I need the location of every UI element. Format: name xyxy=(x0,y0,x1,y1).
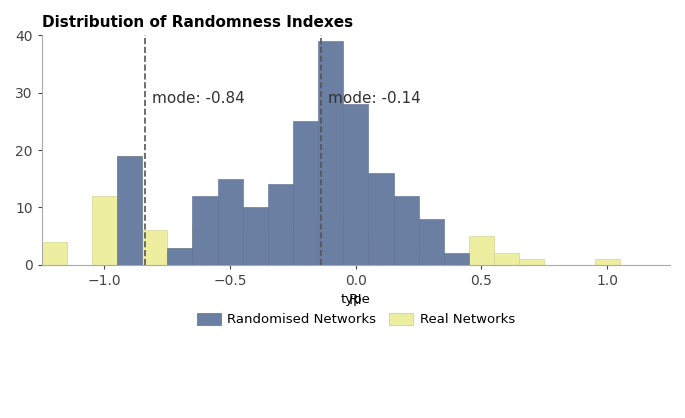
Bar xyxy=(268,184,293,265)
Bar xyxy=(343,236,369,265)
Text: mode: -0.14: mode: -0.14 xyxy=(328,91,421,106)
Bar xyxy=(369,173,393,265)
Bar xyxy=(268,230,293,265)
Bar xyxy=(393,196,419,265)
Bar xyxy=(42,242,66,265)
Bar xyxy=(318,219,343,265)
Text: mode: -0.84: mode: -0.84 xyxy=(152,91,245,106)
Bar xyxy=(293,236,318,265)
Bar xyxy=(343,104,369,265)
Bar xyxy=(494,253,519,265)
Bar xyxy=(469,236,494,265)
Text: Distribution of Randomness Indexes: Distribution of Randomness Indexes xyxy=(42,15,353,30)
Bar xyxy=(167,247,192,265)
Bar xyxy=(444,253,469,265)
Bar xyxy=(293,121,318,265)
X-axis label: RI: RI xyxy=(349,293,362,307)
Legend: Randomised Networks, Real Networks: Randomised Networks, Real Networks xyxy=(192,288,520,331)
Bar xyxy=(419,253,444,265)
Bar xyxy=(192,224,218,265)
Bar xyxy=(192,196,218,265)
Bar xyxy=(92,196,117,265)
Bar xyxy=(117,156,142,265)
Bar xyxy=(318,41,343,265)
Bar xyxy=(242,230,268,265)
Bar xyxy=(167,247,192,265)
Bar xyxy=(369,247,393,265)
Bar xyxy=(595,259,620,265)
Bar xyxy=(393,253,419,265)
Bar xyxy=(218,230,242,265)
Bar xyxy=(142,230,167,265)
Bar xyxy=(218,179,242,265)
Bar xyxy=(419,219,444,265)
Bar xyxy=(519,259,545,265)
Bar xyxy=(117,156,142,265)
Bar xyxy=(242,207,268,265)
